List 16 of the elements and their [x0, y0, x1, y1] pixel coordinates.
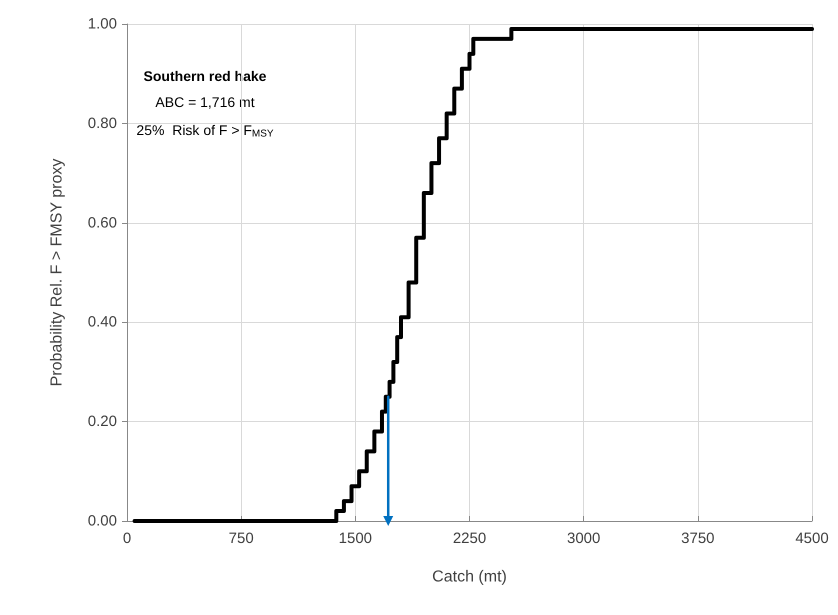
x-tick-label: 3000	[566, 530, 600, 547]
y-tick-label: 0.60	[88, 214, 117, 232]
x-axis-title: Catch (mt)	[432, 568, 507, 586]
x-tick-label: 0	[122, 530, 132, 547]
x-tick-label: 2250	[452, 530, 486, 547]
y-tick-label: 0.00	[88, 512, 117, 530]
annotation: ABC = 1,716 mt	[155, 94, 255, 110]
x-tick-label: 3750	[681, 530, 715, 547]
y-tick-label: 1.00	[88, 16, 117, 32]
x-tick-label: 4500	[795, 530, 829, 547]
y-tick-label: 0.40	[88, 314, 117, 331]
x-tick-label: 750	[228, 530, 254, 547]
y-axis-title: Probability Rel. F > FMSY proxy	[48, 158, 66, 386]
y-tick-label: 0.20	[88, 413, 117, 430]
y-tick-label: 0.80	[88, 114, 117, 132]
x-tick-label: 1500	[338, 530, 372, 547]
